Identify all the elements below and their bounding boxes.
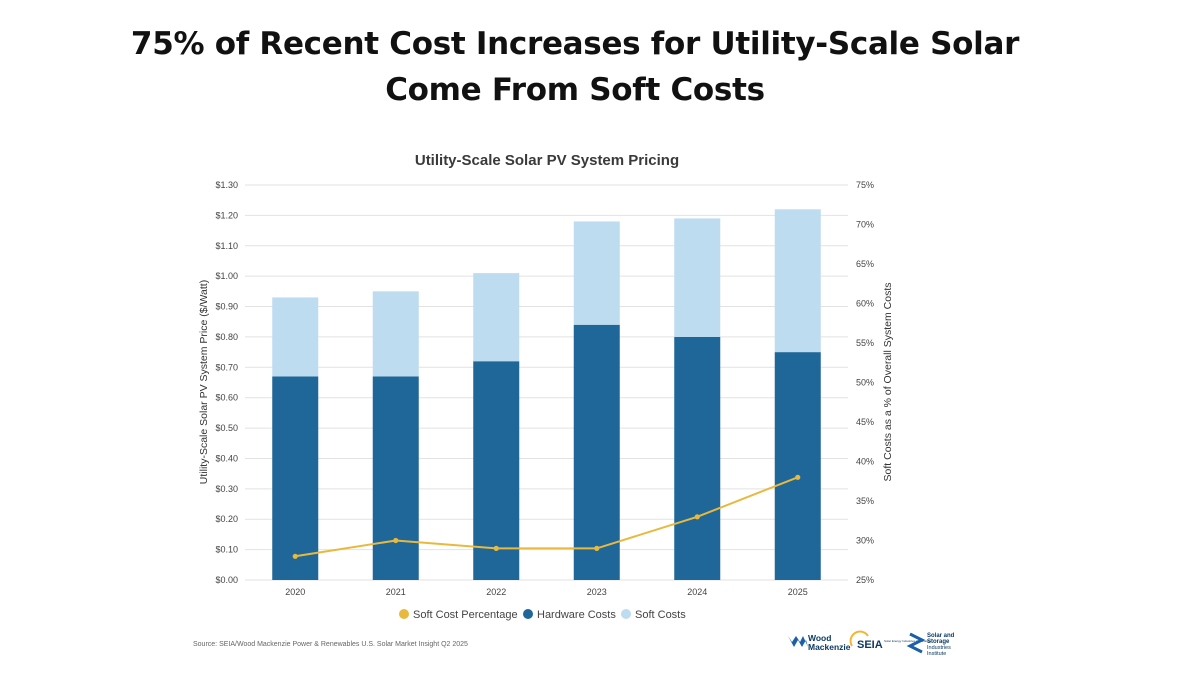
svg-text:Solar Energy Industries Associ: Solar Energy Industries Association — [884, 639, 932, 643]
legend-label: Hardware Costs — [537, 609, 616, 621]
hardware-cost-bar — [573, 324, 620, 580]
legend-marker — [621, 609, 631, 619]
x-tick-label: 2022 — [486, 587, 506, 597]
y-tick-label: $1.20 — [215, 210, 238, 220]
headline-line-1: 75% of Recent Cost Increases for Utility… — [130, 26, 1020, 62]
y-tick-label: $0.40 — [215, 453, 238, 463]
y2-tick-label: 60% — [856, 299, 874, 309]
y-tick-label: $1.10 — [215, 241, 238, 251]
y2-tick-label: 50% — [856, 378, 874, 388]
legend-label: Soft Cost Percentage — [413, 609, 518, 621]
y-tick-label: $1.00 — [215, 271, 238, 281]
y-tick-label: $0.20 — [215, 514, 238, 524]
bars — [272, 209, 821, 580]
chart-title: Utility-Scale Solar PV System Pricing — [415, 152, 679, 169]
seia-logo: SEIA Solar Energy Industries Association — [849, 630, 932, 651]
source-note: Source: SEIA/Wood Mackenzie Power & Rene… — [193, 641, 468, 648]
hardware-cost-bar — [272, 376, 319, 580]
legend: Soft Cost Percentage Hardware Costs Soft C… — [399, 609, 686, 621]
soft-cost-percentage-point — [393, 537, 399, 544]
svg-text:Storage: Storage — [927, 639, 950, 645]
y2-tick-label: 40% — [856, 457, 874, 467]
svg-text:Institute: Institute — [927, 651, 946, 657]
y2-tick-label: 45% — [856, 417, 874, 427]
svg-text:Mackenzie: Mackenzie — [808, 642, 851, 652]
x-tick-label: 2021 — [386, 587, 406, 597]
svg-text:Solar and: Solar and — [927, 633, 955, 639]
soft-cost-bar — [372, 291, 419, 377]
ssii-logo: Solar and Storage Industries Institute — [906, 632, 955, 657]
x-tick-label: 2023 — [587, 587, 607, 597]
soft-cost-bar — [573, 221, 620, 325]
legend-marker — [399, 609, 409, 619]
soft-cost-percentage-point — [795, 474, 801, 480]
y-tick-label: $1.30 — [215, 180, 238, 190]
soft-cost-bar — [272, 297, 319, 377]
x-tick-label: 2025 — [788, 587, 808, 597]
soft-cost-line — [292, 474, 801, 559]
y-tick-label: $0.00 — [215, 575, 238, 585]
soft-cost-bar — [473, 273, 520, 362]
hardware-cost-bar — [674, 336, 721, 580]
y-tick-label: $0.80 — [215, 332, 238, 342]
legend-label: Soft Costs — [635, 609, 686, 621]
soft-cost-bar — [774, 209, 821, 353]
svg-text:Industries: Industries — [927, 645, 951, 651]
headline-line-2: Come From Soft Costs — [385, 72, 765, 108]
y2-tick-label: 25% — [856, 575, 874, 585]
hardware-cost-bar — [372, 376, 419, 580]
y-axis-ticks: $0.00 $0.10 $0.20 $0.30 $0.40 $0.50 $0.60 $0.70… — [215, 180, 238, 585]
x-axis-ticks: 2020 2021 2022 2023 2024 2025 — [285, 587, 808, 597]
grid — [245, 184, 848, 581]
y-tick-label: $0.60 — [215, 393, 238, 403]
soft-cost-percentage-point — [292, 553, 298, 559]
svg-text:SEIA: SEIA — [857, 639, 883, 651]
hardware-cost-bar — [473, 361, 520, 580]
soft-cost-percentage-point — [694, 514, 700, 520]
y-tick-label: $0.90 — [215, 302, 238, 312]
y-axis-label: Utility-Scale Solar PV System Price ($/W… — [198, 280, 210, 484]
x-tick-label: 2020 — [285, 587, 305, 597]
y2-tick-label: 35% — [856, 496, 874, 506]
y2-axis-ticks: 25% 30% 35% 40% 45% 50% 55% 60% 65% 70% 75% — [856, 180, 874, 585]
y2-tick-label: 65% — [856, 259, 874, 269]
svg-text:Wood: Wood — [808, 633, 831, 643]
hardware-cost-bar — [774, 352, 821, 580]
legend-marker — [523, 609, 533, 619]
y2-tick-label: 75% — [856, 180, 874, 190]
soft-cost-percentage-point — [594, 545, 600, 552]
y2-axis-label: Soft Costs as a % of Overall System Cost… — [882, 283, 894, 482]
wood-mackenzie-logo: Wood Mackenzie — [788, 633, 851, 652]
soft-cost-percentage-point — [493, 545, 499, 552]
y2-tick-label: 70% — [856, 220, 874, 230]
y2-tick-label: 55% — [856, 338, 874, 348]
y-tick-label: $0.30 — [215, 484, 238, 494]
soft-cost-bar — [674, 218, 721, 337]
x-tick-label: 2024 — [687, 587, 707, 597]
y-tick-label: $0.10 — [215, 545, 238, 555]
y-tick-label: $0.50 — [215, 423, 238, 433]
y-tick-label: $0.70 — [215, 362, 238, 372]
soft-cost-percentage-line — [295, 476, 799, 558]
y2-tick-label: 30% — [856, 536, 874, 546]
